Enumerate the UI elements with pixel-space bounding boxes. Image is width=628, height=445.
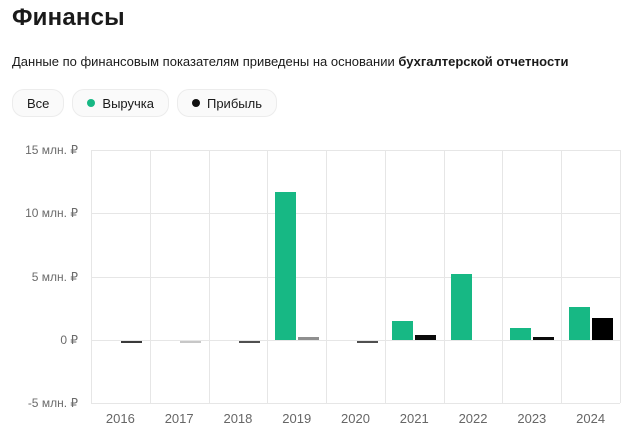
bar-revenue-2019[interactable] <box>274 191 296 340</box>
bar-revenue-2023[interactable] <box>509 328 531 340</box>
gridline-h--5 <box>91 403 620 404</box>
gridline-h-5 <box>91 276 620 278</box>
subtitle-text: Данные по финансовым показателям приведе… <box>12 54 399 69</box>
filter-chip-all[interactable]: Все <box>12 89 65 117</box>
x-tick-label-2021: 2021 <box>399 411 429 426</box>
gridline-v-3 <box>267 150 269 403</box>
gridline-v-8 <box>561 150 563 403</box>
bar-profit-2023[interactable] <box>532 337 554 340</box>
gridline-v-2 <box>208 150 210 403</box>
bar-revenue-2024[interactable] <box>568 306 590 340</box>
x-tick-label-2022: 2022 <box>458 411 488 426</box>
filter-chip-profit[interactable]: Прибыль <box>176 89 277 117</box>
x-tick-label-2017: 2017 <box>164 411 194 426</box>
gridline-v-5 <box>384 150 386 403</box>
x-tick-label-2020: 2020 <box>341 411 370 426</box>
y-tick-label--5: -5 млн. ₽ <box>27 396 78 410</box>
bar-profit-2019[interactable] <box>297 337 319 340</box>
gridline-v-1 <box>149 150 151 403</box>
gridline-v-7 <box>502 150 504 403</box>
gridline-v-0 <box>91 150 92 403</box>
x-tick-label-2023: 2023 <box>517 411 547 426</box>
x-tick-label-2019: 2019 <box>282 411 312 426</box>
bar-profit-2016[interactable] <box>121 340 143 344</box>
y-tick-label-15: 15 млн. ₽ <box>25 143 78 157</box>
gridline-v-6 <box>443 150 445 403</box>
bar-profit-2018[interactable] <box>238 340 260 344</box>
subtitle-bold-text: бухгалтерской отчетности <box>398 54 569 69</box>
y-tick-label-10: 10 млн. ₽ <box>25 206 78 221</box>
gridline-h-10 <box>91 213 620 215</box>
filter-chip-revenue[interactable]: Выручка <box>72 89 169 117</box>
bar-revenue-2021[interactable] <box>392 320 414 340</box>
y-tick-label-0: 0 ₽ <box>60 332 78 347</box>
page-title: Финансы <box>12 4 125 31</box>
gridline-v-9 <box>620 150 621 403</box>
bar-profit-2020[interactable] <box>356 340 378 344</box>
revenue-dot-icon <box>87 99 96 107</box>
bar-profit-2024[interactable] <box>591 318 613 340</box>
filter-chip-all-label: Все <box>27 95 50 111</box>
gridline-h-0 <box>91 339 620 341</box>
gridline-h-15 <box>91 150 620 151</box>
legend-filter-chips: Все Выручка Прибыль <box>12 89 277 117</box>
bar-revenue-2022[interactable] <box>451 273 473 340</box>
filter-chip-revenue-label: Выручка <box>102 95 154 111</box>
gridline-v-4 <box>326 150 328 403</box>
bar-profit-2017[interactable] <box>180 340 202 344</box>
bar-chart-plot-area <box>91 150 621 404</box>
bar-profit-2021[interactable] <box>415 334 437 340</box>
profit-dot-icon <box>191 99 200 107</box>
filter-chip-profit-label: Прибыль <box>206 95 262 111</box>
y-tick-label-5: 5 млн. ₽ <box>31 269 78 284</box>
subtitle: Данные по финансовым показателям приведе… <box>12 54 569 69</box>
x-tick-label-2016: 2016 <box>105 411 135 426</box>
x-tick-label-2024: 2024 <box>576 411 606 426</box>
x-tick-label-2018: 2018 <box>223 411 253 426</box>
